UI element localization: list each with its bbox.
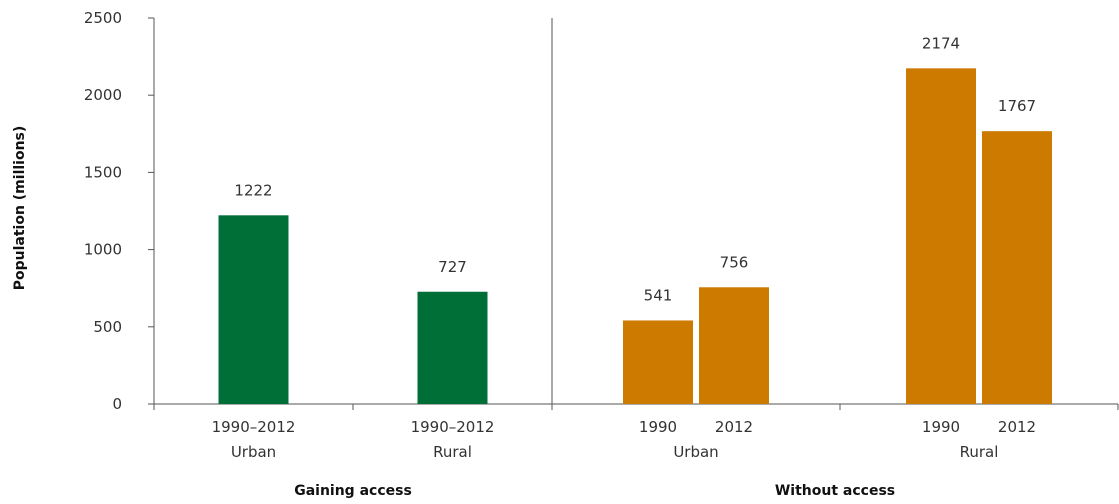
y-tick-label: 2500 bbox=[84, 9, 122, 27]
bar-category-label: 1990–2012 bbox=[411, 418, 495, 436]
bars bbox=[218, 68, 1052, 404]
bar-value-label: 2174 bbox=[922, 34, 960, 52]
bar-category-label: 1990–2012 bbox=[212, 418, 296, 436]
bar bbox=[699, 287, 769, 404]
y-axis-label: Population (millions) bbox=[12, 126, 28, 291]
bar bbox=[417, 291, 488, 404]
bar-category-label: 2012 bbox=[715, 418, 753, 436]
y-tick-label: 1500 bbox=[84, 163, 122, 181]
bar-value-label: 756 bbox=[720, 253, 749, 271]
bar-category-label: 1990 bbox=[922, 418, 960, 436]
bar bbox=[623, 320, 693, 404]
y-tick-label: 0 bbox=[112, 395, 122, 413]
bar-category-label: 1990 bbox=[639, 418, 677, 436]
y-tick-label: 1000 bbox=[84, 241, 122, 259]
subgroup-label: Urban bbox=[231, 443, 276, 461]
bar-value-label: 727 bbox=[438, 258, 467, 276]
bar bbox=[982, 131, 1052, 404]
y-tick-label: 2000 bbox=[84, 86, 122, 104]
labels: Gaining access Urban 1222 1990–2012 Rural 727… bbox=[212, 34, 1037, 499]
bar bbox=[218, 215, 289, 404]
y-tick-label: 500 bbox=[93, 318, 122, 336]
bar bbox=[906, 68, 976, 404]
group-label: Without access bbox=[775, 483, 895, 499]
bar-value-label: 1767 bbox=[998, 97, 1036, 115]
subgroup-label: Rural bbox=[960, 443, 999, 461]
subgroup-label: Urban bbox=[673, 443, 718, 461]
bar-value-label: 541 bbox=[644, 286, 673, 304]
subgroup-label: Rural bbox=[433, 443, 472, 461]
group-label: Gaining access bbox=[294, 483, 412, 499]
y-axis: 0 500 1000 1500 2000 2500 bbox=[84, 9, 155, 413]
bar-category-label: 2012 bbox=[998, 418, 1036, 436]
bar-value-label: 1222 bbox=[234, 181, 272, 199]
